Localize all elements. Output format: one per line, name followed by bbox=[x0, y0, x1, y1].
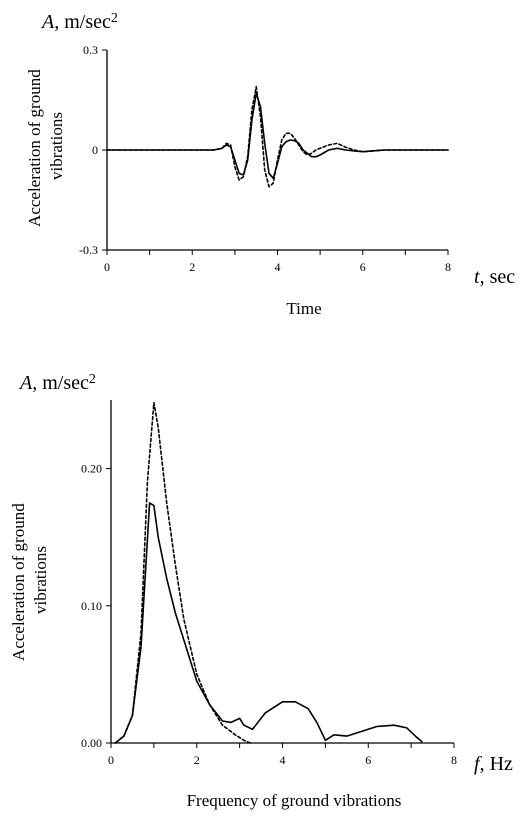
chart-2-x-unit-label: f, Hz bbox=[474, 753, 513, 775]
chart-2-xlabel: Frequency of ground vibrations bbox=[187, 791, 402, 810]
chart-2-corner-label: A, m/sec2 bbox=[18, 372, 96, 394]
chart-2-series-solid-line bbox=[114, 502, 423, 744]
chart-2-x-tick-label: 0 bbox=[108, 753, 114, 767]
chart-2-y-tick-label: 0.10 bbox=[81, 599, 102, 613]
chart-1-corner-label: A, m/sec2 bbox=[40, 11, 118, 33]
chart-1-xlabel: Time bbox=[286, 299, 321, 318]
chart-1-series-solid-line bbox=[106, 92, 449, 180]
chart-1-ylabel: Acceleration of ground vibrations bbox=[25, 65, 66, 227]
chart-1-x-unit-label: t, sec bbox=[474, 266, 515, 288]
chart-1-x-tick-label: 2 bbox=[189, 260, 195, 274]
chart-2-y-tick-label: 0.20 bbox=[81, 462, 102, 476]
chart-2-x-tick-label: 4 bbox=[280, 753, 286, 767]
chart-2-ylabel: Acceleration of ground vibrations bbox=[9, 499, 50, 661]
chart-1-x-tick-label: 0 bbox=[104, 260, 110, 274]
chart-2-x-tick-label: 8 bbox=[451, 753, 457, 767]
chart-1-y-tick-label: -0.3 bbox=[79, 243, 98, 257]
chart-1-y-tick-label: 0.3 bbox=[83, 43, 98, 57]
chart-1-x-tick-label: 6 bbox=[360, 260, 366, 274]
chart-1-y-tick-label: 0 bbox=[92, 143, 98, 157]
chart-2-y-tick-label: 0.00 bbox=[81, 736, 102, 750]
chart-1-x-tick-label: 4 bbox=[275, 260, 281, 274]
chart-2-x-tick-label: 6 bbox=[365, 753, 371, 767]
chart-1-series-dashed-line bbox=[106, 85, 449, 188]
chart-2: A, m/sec2 Acceleration of ground vibrati… bbox=[9, 372, 513, 810]
chart-2-x-tick-label: 2 bbox=[194, 753, 200, 767]
chart-2-series-dashed-line bbox=[114, 401, 252, 744]
chart-1-x-tick-label: 8 bbox=[445, 260, 451, 274]
chart-1: A, m/sec2 Acceleration of ground vibrati… bbox=[25, 11, 515, 318]
